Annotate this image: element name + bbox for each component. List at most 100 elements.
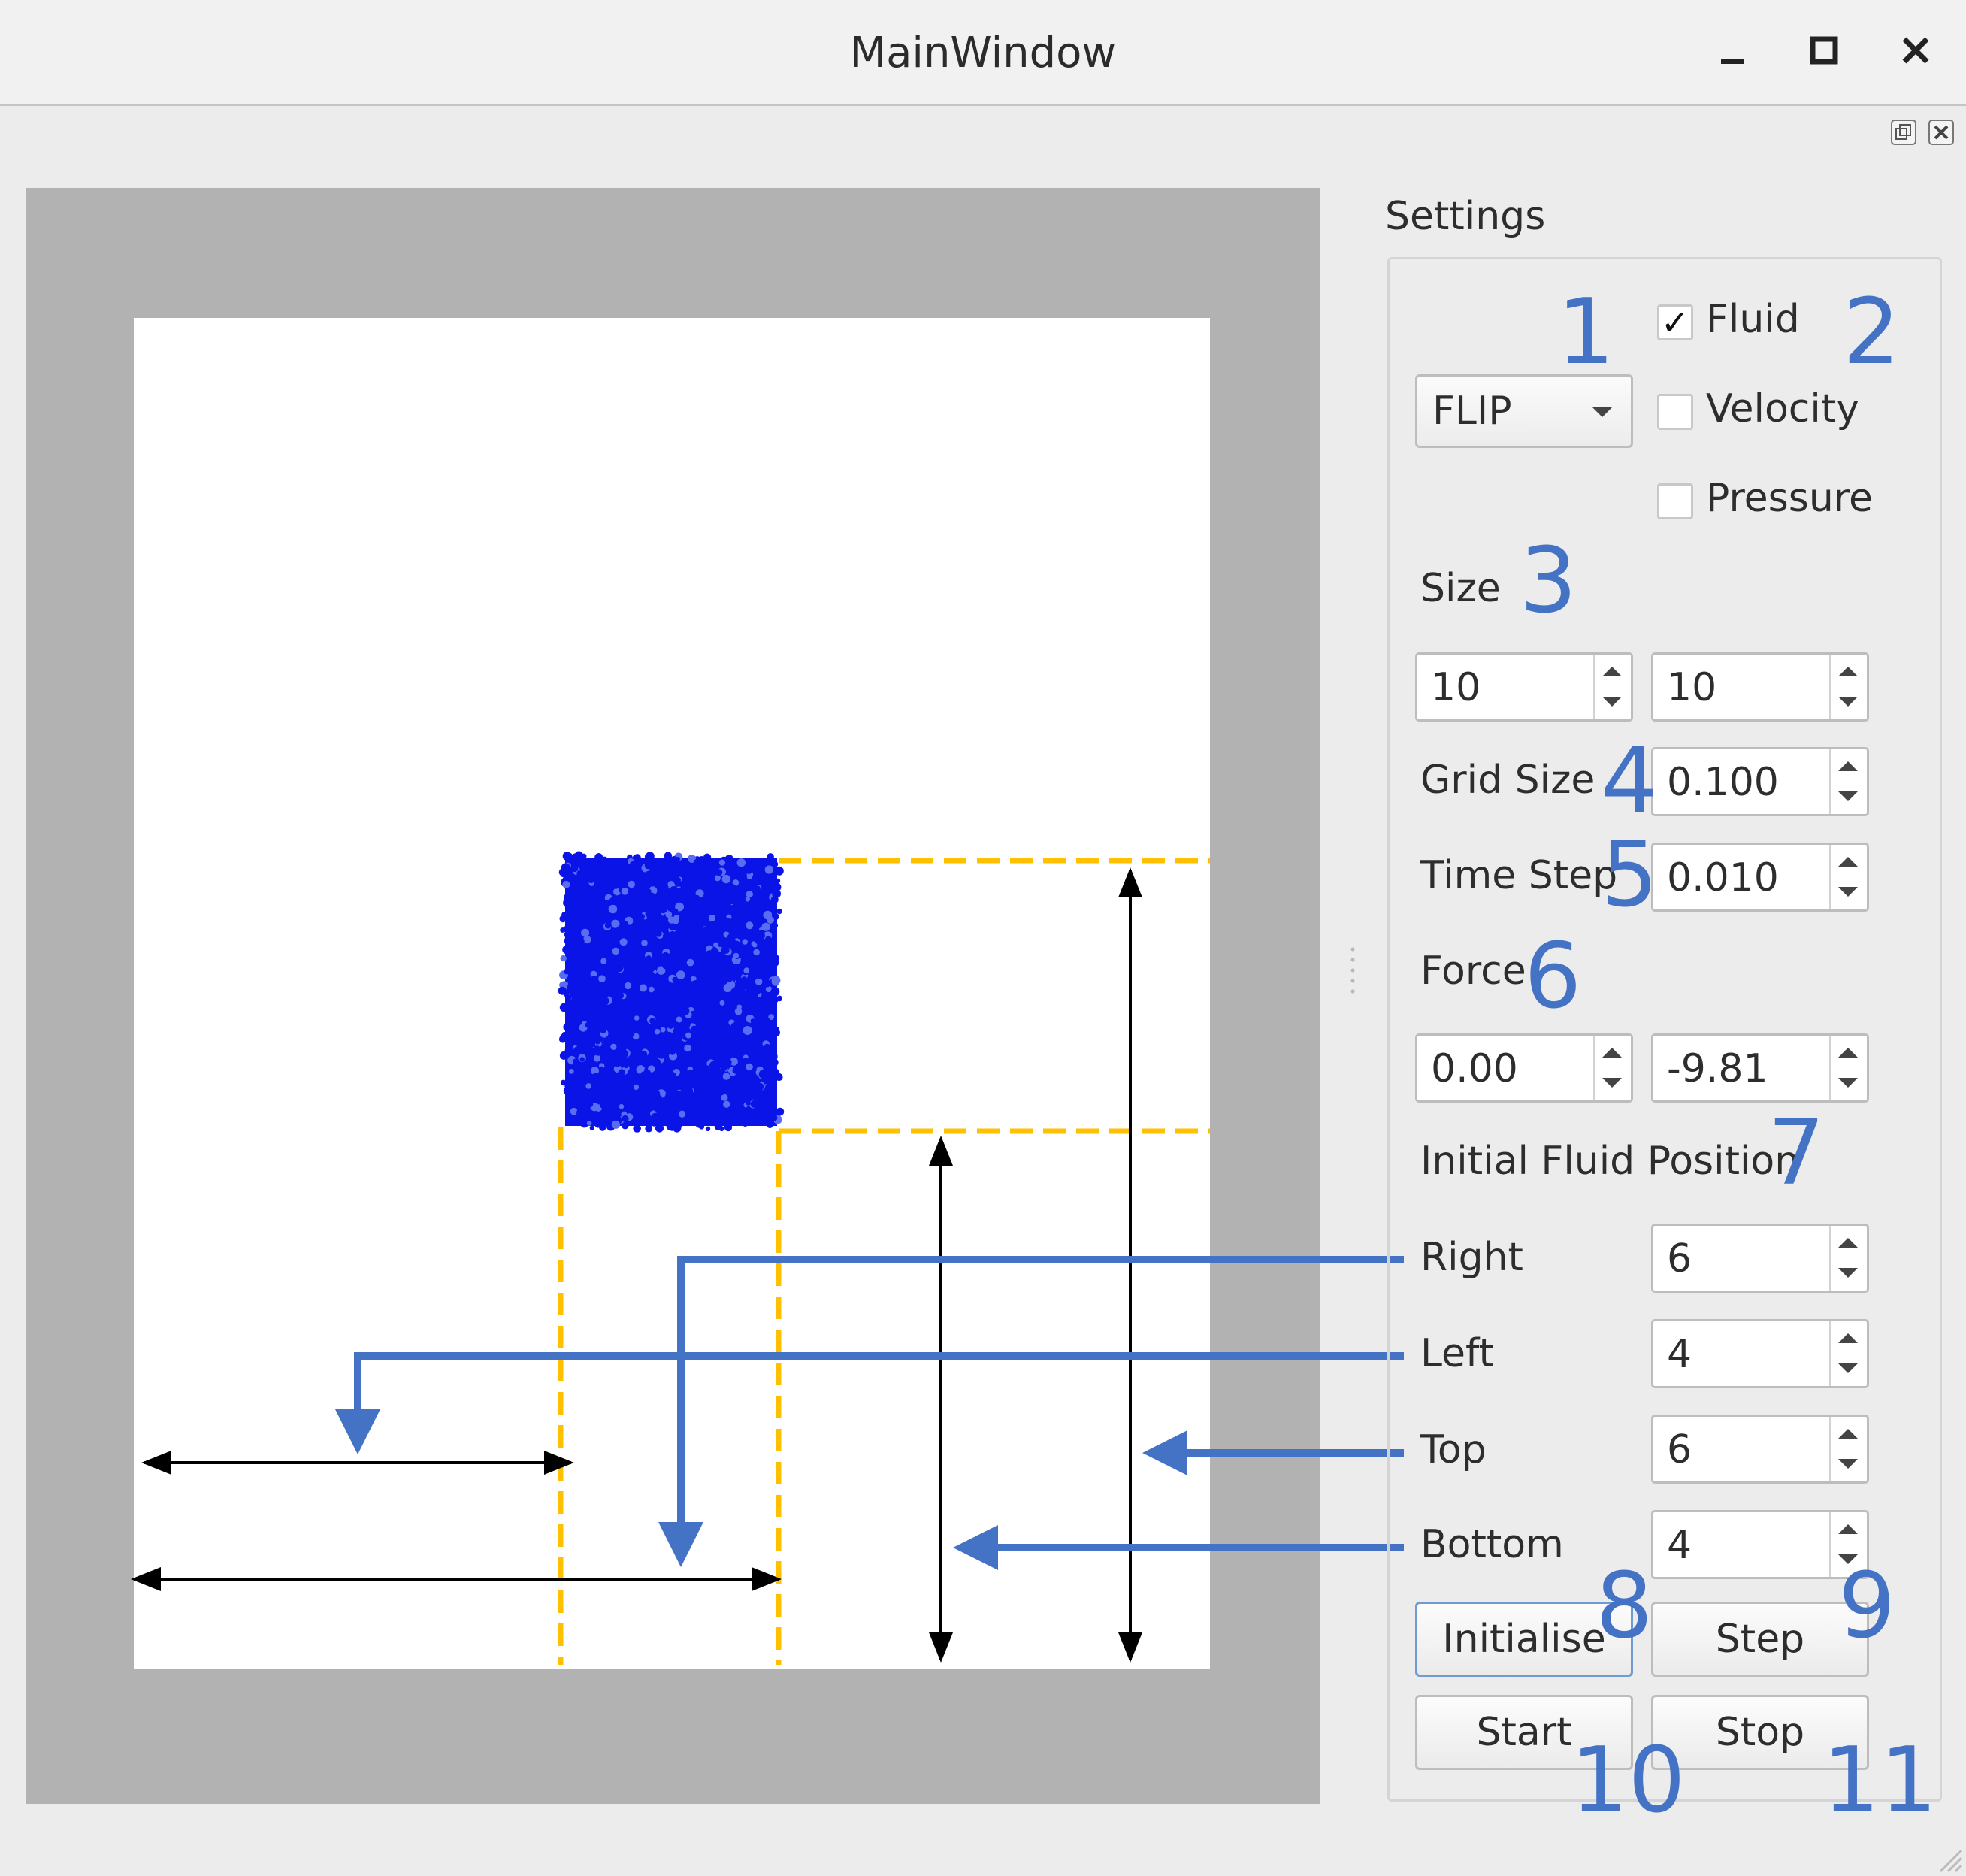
force-y-value: -9.81 [1667, 1046, 1768, 1091]
left-value: 4 [1667, 1332, 1692, 1377]
arrow-up-icon [1838, 1429, 1858, 1439]
grid-size-label: Grid Size [1420, 758, 1595, 803]
force-label: Force [1420, 949, 1526, 994]
size-y-stepper[interactable] [1829, 655, 1867, 719]
arrow-up-icon [1838, 1048, 1858, 1058]
top-label: Top [1420, 1427, 1487, 1472]
force-y-stepper[interactable] [1829, 1036, 1867, 1100]
annotation-5: 5 [1601, 823, 1659, 927]
size-x-value: 10 [1431, 665, 1481, 710]
stop-button[interactable]: Stop [1651, 1695, 1869, 1770]
top-value: 6 [1667, 1427, 1692, 1472]
arrow-up-icon [1838, 761, 1858, 771]
pressure-checkbox[interactable] [1657, 483, 1693, 519]
arrow-up-icon [1838, 1333, 1858, 1343]
time-step-value: 0.010 [1667, 855, 1779, 900]
velocity-label: Velocity [1706, 386, 1859, 431]
minimize-icon[interactable] [1706, 24, 1759, 77]
fluid-particles [558, 851, 785, 1133]
time-step-stepper[interactable] [1829, 845, 1867, 909]
top-spinbox[interactable]: 6 [1651, 1415, 1869, 1484]
initialise-button[interactable]: Initialise [1415, 1602, 1633, 1677]
left-stepper[interactable] [1829, 1321, 1867, 1386]
force-y-spinbox[interactable]: -9.81 [1651, 1033, 1869, 1103]
dock-close-icon[interactable] [1928, 119, 1955, 146]
time-step-label: Time Step [1420, 853, 1618, 898]
maximize-icon[interactable] [1798, 24, 1850, 77]
right-value: 6 [1667, 1236, 1692, 1281]
bottom-value: 4 [1667, 1523, 1692, 1568]
size-label: Size [1420, 566, 1501, 611]
arrow-down-icon [1602, 1078, 1622, 1088]
method-dropdown[interactable]: FLIP [1415, 374, 1633, 448]
force-x-value: 0.00 [1431, 1046, 1518, 1091]
pressure-label: Pressure [1706, 476, 1874, 521]
annotation-6: 6 [1524, 924, 1582, 1029]
arrow-up-icon [1838, 857, 1858, 867]
arrow-down-icon [1602, 697, 1622, 707]
annotation-11: 11 [1822, 1729, 1937, 1833]
fluid-checkbox[interactable]: ✓ [1657, 304, 1693, 340]
force-x-stepper[interactable] [1593, 1036, 1631, 1100]
settings-title: Settings [1385, 194, 1546, 239]
bottom-stepper[interactable] [1829, 1512, 1867, 1577]
bottom-label: Bottom [1420, 1522, 1564, 1567]
bottom-spinbox[interactable]: 4 [1651, 1510, 1869, 1579]
annotation-4: 4 [1601, 729, 1659, 834]
right-stepper[interactable] [1829, 1226, 1867, 1291]
arrow-down-icon [1838, 697, 1858, 707]
right-spinbox[interactable]: 6 [1651, 1224, 1869, 1293]
size-y-spinbox[interactable]: 10 [1651, 652, 1869, 722]
method-dropdown-value: FLIP [1432, 389, 1512, 434]
left-label: Left [1420, 1331, 1494, 1376]
arrow-down-icon [1838, 1363, 1858, 1373]
arrow-down-icon [1838, 1459, 1858, 1469]
arrow-down-icon [1838, 887, 1858, 897]
size-x-stepper[interactable] [1593, 655, 1631, 719]
arrow-up-icon [1838, 667, 1858, 676]
time-step-spinbox[interactable]: 0.010 [1651, 843, 1869, 912]
splitter-handle[interactable] [1349, 943, 1357, 996]
arrow-down-icon [1838, 1554, 1858, 1564]
annotation-8: 8 [1595, 1554, 1653, 1659]
window-title: MainWindow [849, 29, 1117, 77]
start-button[interactable]: Start [1415, 1695, 1633, 1770]
annotation-1: 1 [1557, 280, 1615, 385]
size-y-value: 10 [1667, 665, 1717, 710]
step-button[interactable]: Step [1651, 1602, 1869, 1677]
initial-fluid-position-label: Initial Fluid Position [1420, 1139, 1800, 1184]
dock-float-icon[interactable] [1890, 119, 1917, 146]
left-connector [335, 1352, 1404, 1454]
annotation-10: 10 [1571, 1729, 1686, 1833]
annotation-9: 9 [1838, 1554, 1896, 1659]
arrow-down-icon [1838, 1268, 1858, 1278]
arrow-down-icon [1838, 791, 1858, 801]
chevron-down-icon [1592, 407, 1613, 417]
fluid-label: Fluid [1706, 297, 1800, 342]
annotation-3: 3 [1520, 529, 1577, 634]
force-x-spinbox[interactable]: 0.00 [1415, 1033, 1633, 1103]
right-connector [658, 1256, 1404, 1567]
title-bar[interactable]: MainWindow [0, 0, 1966, 106]
top-stepper[interactable] [1829, 1417, 1867, 1481]
annotation-connectors [335, 1256, 1404, 1570]
annotation-7: 7 [1768, 1101, 1825, 1206]
dimension-arrows [131, 867, 1142, 1663]
size-x-spinbox[interactable]: 10 [1415, 652, 1633, 722]
velocity-checkbox[interactable] [1657, 394, 1693, 430]
left-spinbox[interactable]: 4 [1651, 1319, 1869, 1388]
arrow-up-icon [1602, 1048, 1622, 1058]
right-label: Right [1420, 1235, 1523, 1280]
arrow-up-icon [1838, 1238, 1858, 1248]
annotation-2: 2 [1843, 280, 1901, 385]
arrow-up-icon [1838, 1524, 1858, 1534]
close-icon[interactable] [1889, 24, 1942, 77]
grid-size-spinbox[interactable]: 0.100 [1651, 747, 1869, 816]
resize-grip-icon[interactable] [1933, 1843, 1963, 1873]
arrow-up-icon [1602, 667, 1622, 676]
settings-group [1387, 257, 1942, 1802]
grid-size-stepper[interactable] [1829, 749, 1867, 814]
arrow-down-icon [1838, 1078, 1858, 1088]
